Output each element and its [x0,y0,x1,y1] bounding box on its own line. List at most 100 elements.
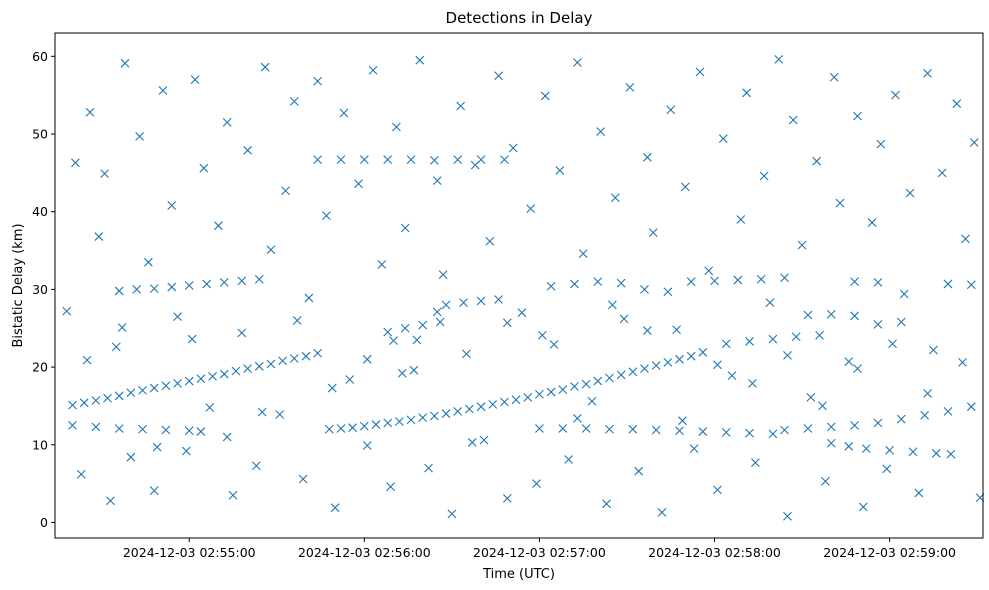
data-point [500,397,509,407]
data-point [616,370,626,380]
data-point [424,463,433,473]
data-point [853,364,862,374]
data-point [806,392,816,402]
data-point [640,284,649,294]
data-point [593,376,603,386]
data-point [429,156,439,165]
data-point [765,298,775,307]
data-point [923,389,932,398]
data-point [114,391,124,401]
data-point [745,337,754,346]
data-point [610,193,620,203]
data-point [826,438,836,448]
data-point [354,179,363,189]
data-point [158,86,168,95]
data-point [713,360,722,370]
data-point [467,438,477,447]
data-point [251,461,261,471]
data-point [896,414,906,424]
data-point [345,375,355,384]
data-point [581,379,591,389]
data-point [243,145,252,155]
data-point [628,367,638,377]
data-point [432,176,442,186]
data-point [298,474,308,484]
data-point [453,406,463,416]
data-point [634,466,644,476]
data-point [818,401,827,411]
data-point [91,396,101,405]
data-point [106,496,115,506]
data-point [616,278,626,288]
data-point [409,365,419,375]
data-point [126,388,136,398]
data-point [208,372,217,381]
data-point [780,425,789,435]
y-axis-label: Bistatic Delay (km) [11,223,26,347]
data-point [675,426,684,436]
data-point [835,198,845,208]
data-point [672,325,681,335]
data-point [759,171,769,181]
data-point [812,156,822,166]
data-point [117,323,127,332]
data-point [62,306,72,316]
data-point [774,55,784,64]
data-point [181,446,191,456]
data-point [756,274,766,284]
data-point [929,345,938,355]
data-point [966,280,976,290]
data-point [149,383,159,393]
x-tick-label: 2024-12-03 02:57:00 [473,545,606,560]
data-point [85,107,95,117]
y-tick-label: 0 [40,515,48,530]
data-point [254,274,264,284]
data-point [447,509,457,519]
data-point [187,334,197,344]
data-point [237,276,247,286]
data-point [803,310,813,320]
data-point [313,155,323,165]
data-point [275,410,285,419]
data-point [79,398,89,408]
data-point [219,369,229,379]
data-point [143,257,153,267]
data-point [313,348,323,358]
data-point [686,351,696,361]
data-point [243,364,252,374]
data-point [558,385,568,394]
data-point [281,186,290,196]
data-point [377,260,387,269]
data-point [199,163,209,173]
y-tick-label: 10 [32,437,48,452]
data-point [456,101,466,111]
data-point [470,160,480,170]
chart-title: Detections in Delay [446,9,593,27]
y-tick-label: 20 [32,360,48,375]
data-point [149,486,159,495]
data-point [301,351,311,361]
data-point [435,317,445,327]
data-point [873,278,883,287]
scatter-points [62,55,985,521]
data-point [535,424,544,433]
data-point [71,158,80,168]
data-point [476,296,486,306]
data-point [392,122,401,132]
data-point [132,284,142,294]
y-tick-label: 40 [32,204,48,219]
data-point [745,428,754,438]
data-point [418,320,428,330]
data-point [748,379,757,388]
data-point [791,332,801,342]
x-axis: 2024-12-03 02:55:00 2024-12-03 02:56:00 20… [123,538,956,560]
data-point [546,281,556,291]
data-point [149,284,159,293]
data-point [540,91,550,101]
data-point [292,316,302,325]
data-point [908,447,918,457]
data-point [394,417,404,426]
data-point [68,400,77,410]
data-point [923,69,932,78]
data-point [304,293,314,303]
